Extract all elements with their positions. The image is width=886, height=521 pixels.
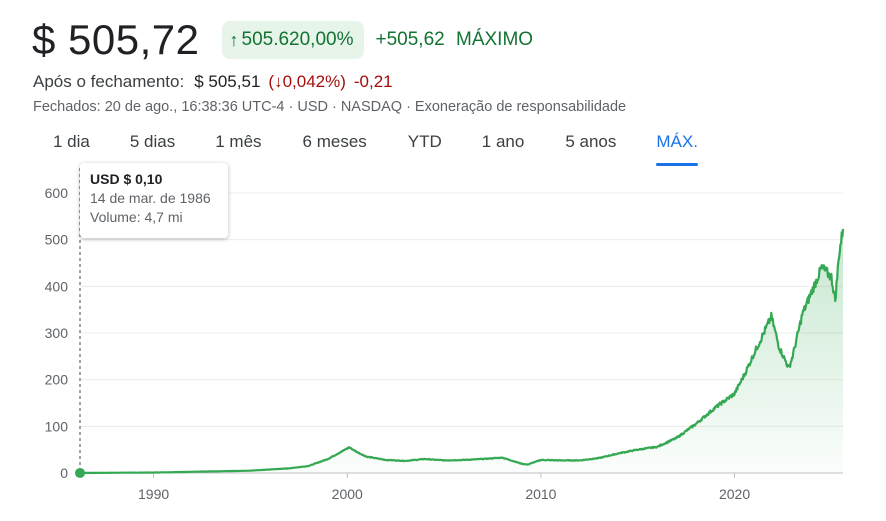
hover-point: [75, 467, 85, 478]
y-tick-label: 500: [45, 232, 69, 248]
absolute-change-value: +505,62: [375, 29, 445, 50]
tooltip-price: USD $ 0,10: [90, 171, 163, 187]
tab-max[interactable]: MÁX.: [656, 130, 698, 166]
x-tick-label: 2010: [525, 486, 556, 502]
x-tick-label: 2000: [332, 486, 363, 502]
exchange-label: NASDAQ: [340, 99, 403, 115]
price-area-fill: [80, 228, 843, 473]
tab-1-day[interactable]: 1 dia: [53, 132, 90, 151]
current-price: $ 505,72: [32, 16, 200, 63]
period-label: MÁXIMO: [456, 29, 534, 50]
range-tabs: 1 dia 5 dias 1 mês 6 meses YTD 1 ano 5 a…: [30, 130, 698, 166]
percent-change-badge: ↑ 505.620,00%: [221, 21, 364, 59]
tooltip-volume: Volume: 4,7 mi: [90, 209, 183, 225]
y-tick-label: 100: [45, 418, 69, 434]
y-tick-label: 0: [60, 465, 68, 481]
x-tick-label: 2020: [719, 486, 750, 502]
after-hours-percent: (↓0,042%): [268, 72, 346, 91]
y-tick-label: 600: [45, 185, 69, 201]
x-axis-labels: 1990 2000 2010 2020: [138, 473, 750, 502]
hover-tooltip: USD $ 0,10 14 de mar. de 1986 Volume: 4,…: [80, 163, 228, 238]
y-tick-label: 300: [45, 325, 69, 341]
tooltip-date: 14 de mar. de 1986: [90, 190, 211, 206]
x-tick-label: 1990: [138, 486, 169, 502]
tab-1-year[interactable]: 1 ano: [481, 132, 525, 151]
currency-label: USD: [297, 99, 328, 115]
tab-ytd[interactable]: YTD: [407, 132, 442, 151]
tab-6-months[interactable]: 6 meses: [302, 132, 367, 151]
after-hours-change: -0,21: [353, 72, 393, 91]
y-tick-label: 200: [45, 372, 69, 388]
after-hours-row: Após o fechamento: $ 505,51 (↓0,042%) -0…: [33, 72, 393, 92]
market-meta: Fechados: 20 de ago., 16:38:36 UTC-4 · USD…: [33, 99, 627, 115]
disclaimer-link[interactable]: Exoneração de responsabilidade: [414, 99, 627, 115]
after-hours-price: $ 505,51: [194, 72, 261, 91]
tab-5-years[interactable]: 5 anos: [565, 132, 617, 151]
price-chart[interactable]: 0 100 200 300 400 500 600 1990 2000 2010 2020: [0, 160, 886, 521]
tab-1-month[interactable]: 1 mês: [215, 132, 262, 151]
quote-header: $ 505,72 ↑ 505.620,00% +505,62 MÁXIMO: [32, 14, 533, 66]
absolute-change: +505,62 MÁXIMO: [376, 29, 534, 51]
y-tick-label: 400: [45, 278, 69, 294]
closed-time: Fechados: 20 de ago., 16:38:36 UTC-4: [33, 99, 285, 115]
y-axis-labels: 0 100 200 300 400 500 600: [45, 185, 69, 481]
price-line: [79, 228, 845, 475]
after-hours-label: Após o fechamento:: [33, 72, 185, 91]
arrow-up-icon: ↑: [229, 29, 239, 50]
percent-change-value: 505.620,00%: [241, 29, 354, 50]
tab-5-days[interactable]: 5 dias: [129, 132, 176, 151]
